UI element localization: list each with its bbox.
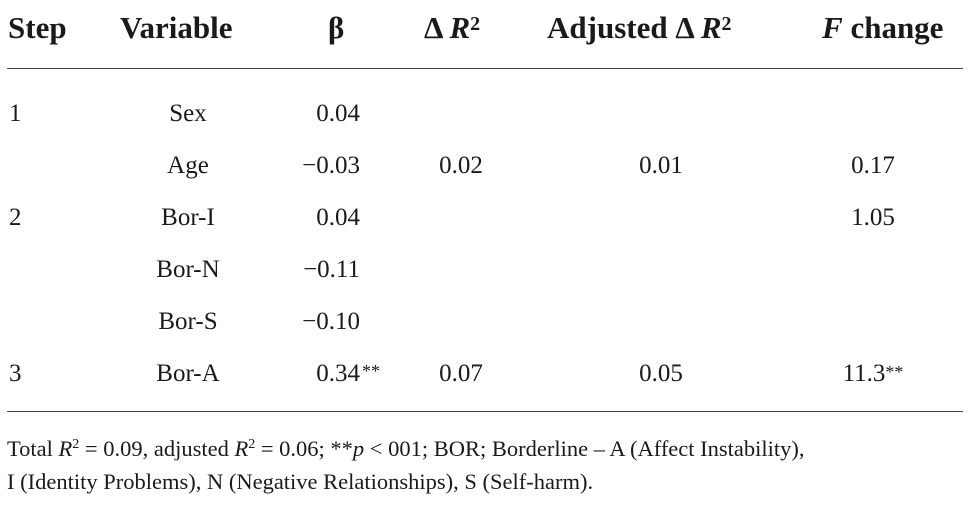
- bottom-rule: [7, 411, 963, 412]
- cell-delta-r2: 0.02: [439, 152, 483, 179]
- footnote-line-2: I (Identity Problems), N (Negative Relat…: [7, 469, 594, 494]
- cell-beta: 0.04: [316, 98, 360, 130]
- cell-adjusted-delta-r2: 0.05: [639, 360, 683, 387]
- header-delta-r2-prefix: Δ: [424, 10, 450, 45]
- cell-beta-value: 0.34: [316, 360, 360, 387]
- header-delta-r2: Δ R2: [424, 8, 480, 48]
- cell-delta-r2: 0.07: [439, 360, 483, 387]
- cell-variable: Bor-N: [156, 256, 220, 283]
- cell-adjusted-delta-r2: 0.01: [639, 152, 683, 179]
- header-adjusted-delta-r2: Adjusted Δ R2: [547, 8, 732, 48]
- header-f-change-rest: change: [842, 10, 944, 45]
- cell-step: 2: [9, 204, 22, 231]
- header-rule: [7, 68, 963, 69]
- cell-f-change-value: 11.3: [842, 360, 886, 387]
- cell-variable: Sex: [169, 100, 207, 127]
- cell-step: 1: [9, 100, 22, 127]
- cell-beta-value: −0.10: [302, 308, 360, 335]
- table-footnote: Total R2 = 0.09, adjusted R2 = 0.06; **p…: [7, 432, 967, 498]
- cell-beta-value: 0.04: [316, 204, 360, 231]
- footnote-r-sup: 2: [72, 437, 80, 452]
- cell-beta-value: 0.04: [316, 100, 360, 127]
- header-adj-delta-r2-sup: 2: [721, 13, 732, 35]
- cell-f-change-sig: **: [885, 362, 904, 382]
- footnote-r-sup: 2: [248, 437, 256, 452]
- header-delta-r2-var: R: [449, 10, 471, 45]
- cell-variable: Bor-I: [161, 204, 215, 231]
- footnote-text: = 0.06; **: [255, 436, 353, 461]
- header-adj-delta-r2-prefix: Adjusted Δ: [547, 10, 701, 45]
- cell-step: 3: [9, 360, 22, 387]
- footnote-line-1: Total R2 = 0.09, adjusted R2 = 0.06; **p…: [7, 432, 967, 465]
- footnote-r-var: R: [58, 436, 73, 461]
- header-adj-delta-r2-var: R: [700, 10, 722, 45]
- cell-beta-value: −0.11: [303, 256, 360, 283]
- header-f-change-var: F: [822, 10, 843, 45]
- cell-beta: −0.10: [302, 306, 360, 338]
- cell-variable: Age: [167, 152, 209, 179]
- header-step: Step: [8, 10, 67, 45]
- cell-beta: −0.11: [303, 254, 360, 286]
- cell-f-change: 1.05: [851, 204, 895, 231]
- footnote-text: < 001; BOR; Borderline – A (Affect Insta…: [364, 436, 805, 461]
- footnote-p-var: p: [352, 436, 365, 461]
- footnote-r-var: R: [234, 436, 249, 461]
- footnote-text: = 0.09, adjusted: [79, 436, 235, 461]
- header-f-change: F change: [822, 8, 943, 48]
- cell-beta-value: −0.03: [302, 152, 360, 179]
- header-delta-r2-sup: 2: [470, 13, 481, 35]
- header-beta: β: [328, 10, 345, 45]
- cell-beta: 0.34 **: [316, 358, 380, 390]
- cell-beta: −0.03: [302, 150, 360, 182]
- cell-beta: 0.04: [316, 202, 360, 234]
- cell-variable: Bor-A: [156, 360, 220, 387]
- header-variable: Variable: [120, 10, 233, 45]
- footnote-text: Total: [7, 436, 59, 461]
- cell-f-change: 11.3**: [818, 358, 928, 391]
- cell-beta-sig: **: [362, 361, 380, 381]
- cell-f-change: 0.17: [851, 152, 895, 179]
- cell-variable: Bor-S: [158, 308, 218, 335]
